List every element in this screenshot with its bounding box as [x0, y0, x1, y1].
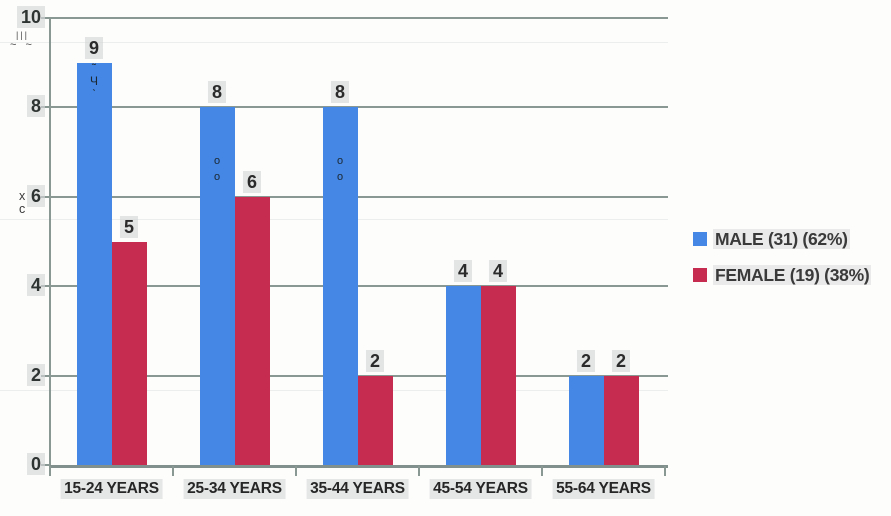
x-axis-line — [49, 465, 668, 468]
value-label-male-15-24-years: 9 — [84, 36, 104, 59]
bar-female-55-64-years — [603, 375, 639, 465]
scan-artifact-ghost-below-10: ||| ~ ~ — [10, 31, 35, 51]
x-tick-2 — [295, 466, 297, 476]
y-tick-label-0: 0 — [26, 453, 45, 475]
value-label-female-15-24-years: 5 — [119, 215, 139, 238]
y-axis-line — [49, 17, 51, 467]
scan-artifact-strokes: ||| — [15, 30, 29, 40]
value-label-male-35-44-years: 8 — [330, 81, 350, 104]
bar-female-15-24-years — [111, 241, 147, 465]
bar-male-55-64-years — [568, 375, 604, 465]
legend-swatch-icon-male — [693, 232, 707, 246]
y-tick-2 — [41, 374, 50, 377]
bar-male-15-24-years — [76, 62, 112, 465]
x-tick-5 — [664, 466, 666, 476]
scan-artifact-line — [0, 42, 668, 43]
scan-artifact-glyph: c — [19, 202, 26, 216]
x-axis-label-25-34-years: 25-34 YEARS — [183, 479, 286, 499]
y-tick-6 — [41, 195, 50, 198]
x-axis-label-15-24-years: 15-24 YEARS — [60, 479, 163, 499]
x-tick-1 — [172, 466, 174, 476]
x-tick-4 — [541, 466, 543, 476]
legend-swatch-icon-female — [693, 268, 707, 282]
scan-artifact-glyph: o — [213, 155, 221, 167]
legend-label-female: FEMALE (19) (38%) — [713, 265, 872, 285]
value-label-female-35-44-years: 2 — [365, 349, 385, 372]
value-label-male-45-54-years: 4 — [453, 260, 473, 283]
value-label-female-55-64-years: 2 — [611, 349, 631, 372]
y-tick-label-10: 10 — [16, 6, 45, 28]
bar-female-45-54-years — [480, 286, 516, 465]
scan-artifact-glyph: o — [336, 171, 344, 183]
scan-artifact-glyph: ˜ — [92, 61, 96, 75]
y-tick-label-6: 6 — [26, 184, 45, 207]
legend-item-male: MALE (31) (62%) — [693, 229, 871, 249]
y-tick-label-2: 2 — [26, 363, 45, 386]
y-tick-10 — [41, 17, 50, 19]
value-label-male-25-34-years: 8 — [207, 81, 227, 104]
x-tick-0 — [49, 466, 51, 476]
y-tick-label-8: 8 — [26, 95, 45, 118]
x-axis-label-35-44-years: 35-44 YEARS — [306, 479, 409, 499]
scan-artifact-dashes: ~ ~ — [10, 39, 35, 51]
x-axis-label-55-64-years: 55-64 YEARS — [552, 479, 655, 499]
value-label-male-55-64-years: 2 — [576, 349, 596, 372]
scan-artifact-ghost-in-bar-0: ˜ Ч ˋ — [77, 62, 112, 101]
scan-artifact-glyph: Ч — [90, 74, 98, 88]
y-tick-label-4: 4 — [26, 274, 45, 297]
legend-item-female: FEMALE (19) (38%) — [693, 265, 872, 285]
scan-artifact-glyph: o — [213, 171, 221, 183]
gridline-10 — [50, 17, 668, 19]
value-label-female-25-34-years: 6 — [242, 170, 262, 193]
legend-label-male: MALE (31) (62%) — [713, 229, 850, 249]
bar-male-45-54-years — [445, 286, 481, 465]
bar-male-35-44-years — [322, 107, 358, 465]
scan-artifact-glyph: x — [19, 189, 26, 203]
gridline-8 — [50, 106, 668, 109]
value-label-female-45-54-years: 4 — [488, 260, 508, 283]
scan-artifact-glyph: o — [336, 155, 344, 167]
gridline-6 — [50, 195, 668, 198]
legend: MALE (31) (62%) FEMALE (19) (38%) — [693, 229, 872, 285]
gridline-4 — [50, 285, 668, 288]
scan-artifact-glyph: ˋ — [92, 87, 96, 101]
y-tick-8 — [41, 106, 50, 109]
bar-male-25-34-years — [199, 107, 235, 465]
y-tick-0 — [41, 464, 50, 466]
x-tick-3 — [418, 466, 420, 476]
y-tick-4 — [41, 285, 50, 288]
bar-female-35-44-years — [357, 375, 393, 465]
bar-female-25-34-years — [234, 196, 270, 465]
x-axis-label-45-54-years: 45-54 YEARS — [429, 479, 532, 499]
